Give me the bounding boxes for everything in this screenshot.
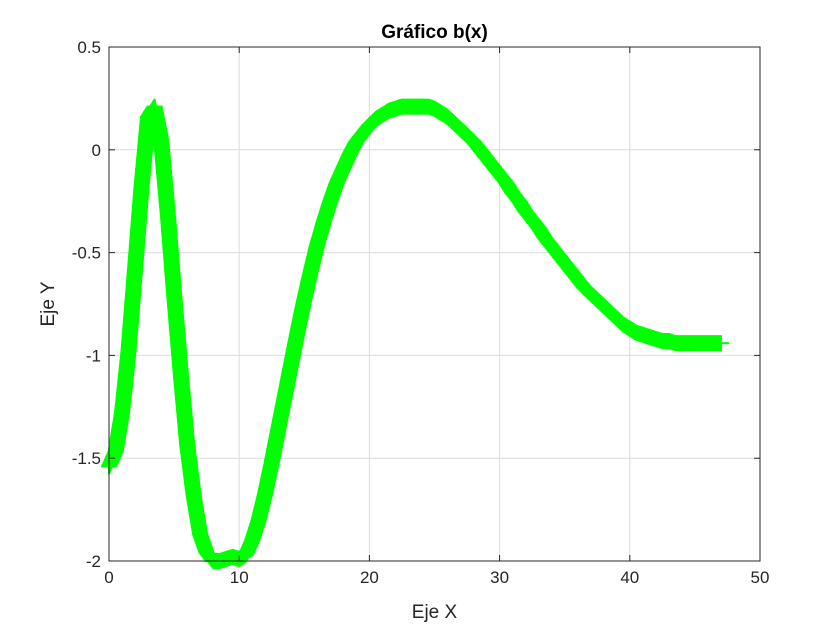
y-tick-label: -1.5: [72, 449, 101, 468]
y-axis-label: Eje Y: [38, 281, 59, 326]
x-tick-label: 20: [360, 568, 379, 587]
x-tick-label: 40: [620, 568, 639, 587]
x-tick-label: 10: [230, 568, 249, 587]
x-axis-label: Eje X: [412, 602, 458, 623]
y-tick-label: -1: [86, 346, 101, 365]
x-tick-label: 30: [490, 568, 509, 587]
chart-title: Gráfico b(x): [381, 22, 488, 43]
x-tick-label: 0: [104, 568, 113, 587]
plot-area: [109, 47, 760, 561]
y-tick-label: 0: [92, 141, 101, 160]
x-tick-label: 50: [751, 568, 770, 587]
y-tick-label: -0.5: [72, 244, 101, 263]
plot-frame: [108, 46, 761, 562]
y-tick-label: -2: [86, 552, 101, 571]
ticks: 0 10 20 30 40 50 -2 -1.5 -1 -0.5 0 0.5: [72, 38, 770, 587]
y-tick-label: 0.5: [77, 38, 101, 57]
